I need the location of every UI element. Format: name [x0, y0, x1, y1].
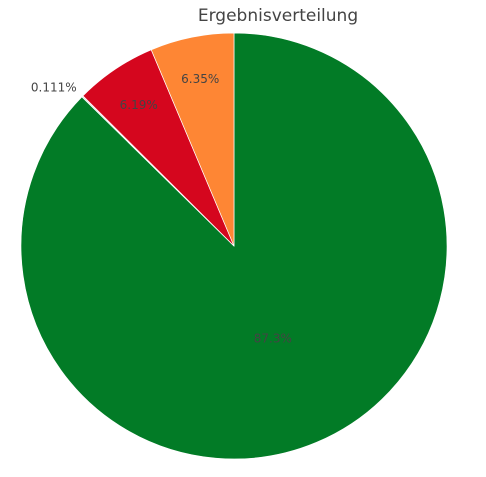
pie-slice-label-2: 6.19% — [120, 98, 158, 112]
pie-slice-label-1: 0.111% — [31, 81, 77, 95]
pie-slice-label-0: 87.3% — [254, 331, 292, 345]
pie-slices — [21, 33, 447, 459]
pie-slice-label-3: 6.35% — [181, 72, 219, 86]
chart-title: Ergebnisverteilung — [198, 6, 358, 26]
